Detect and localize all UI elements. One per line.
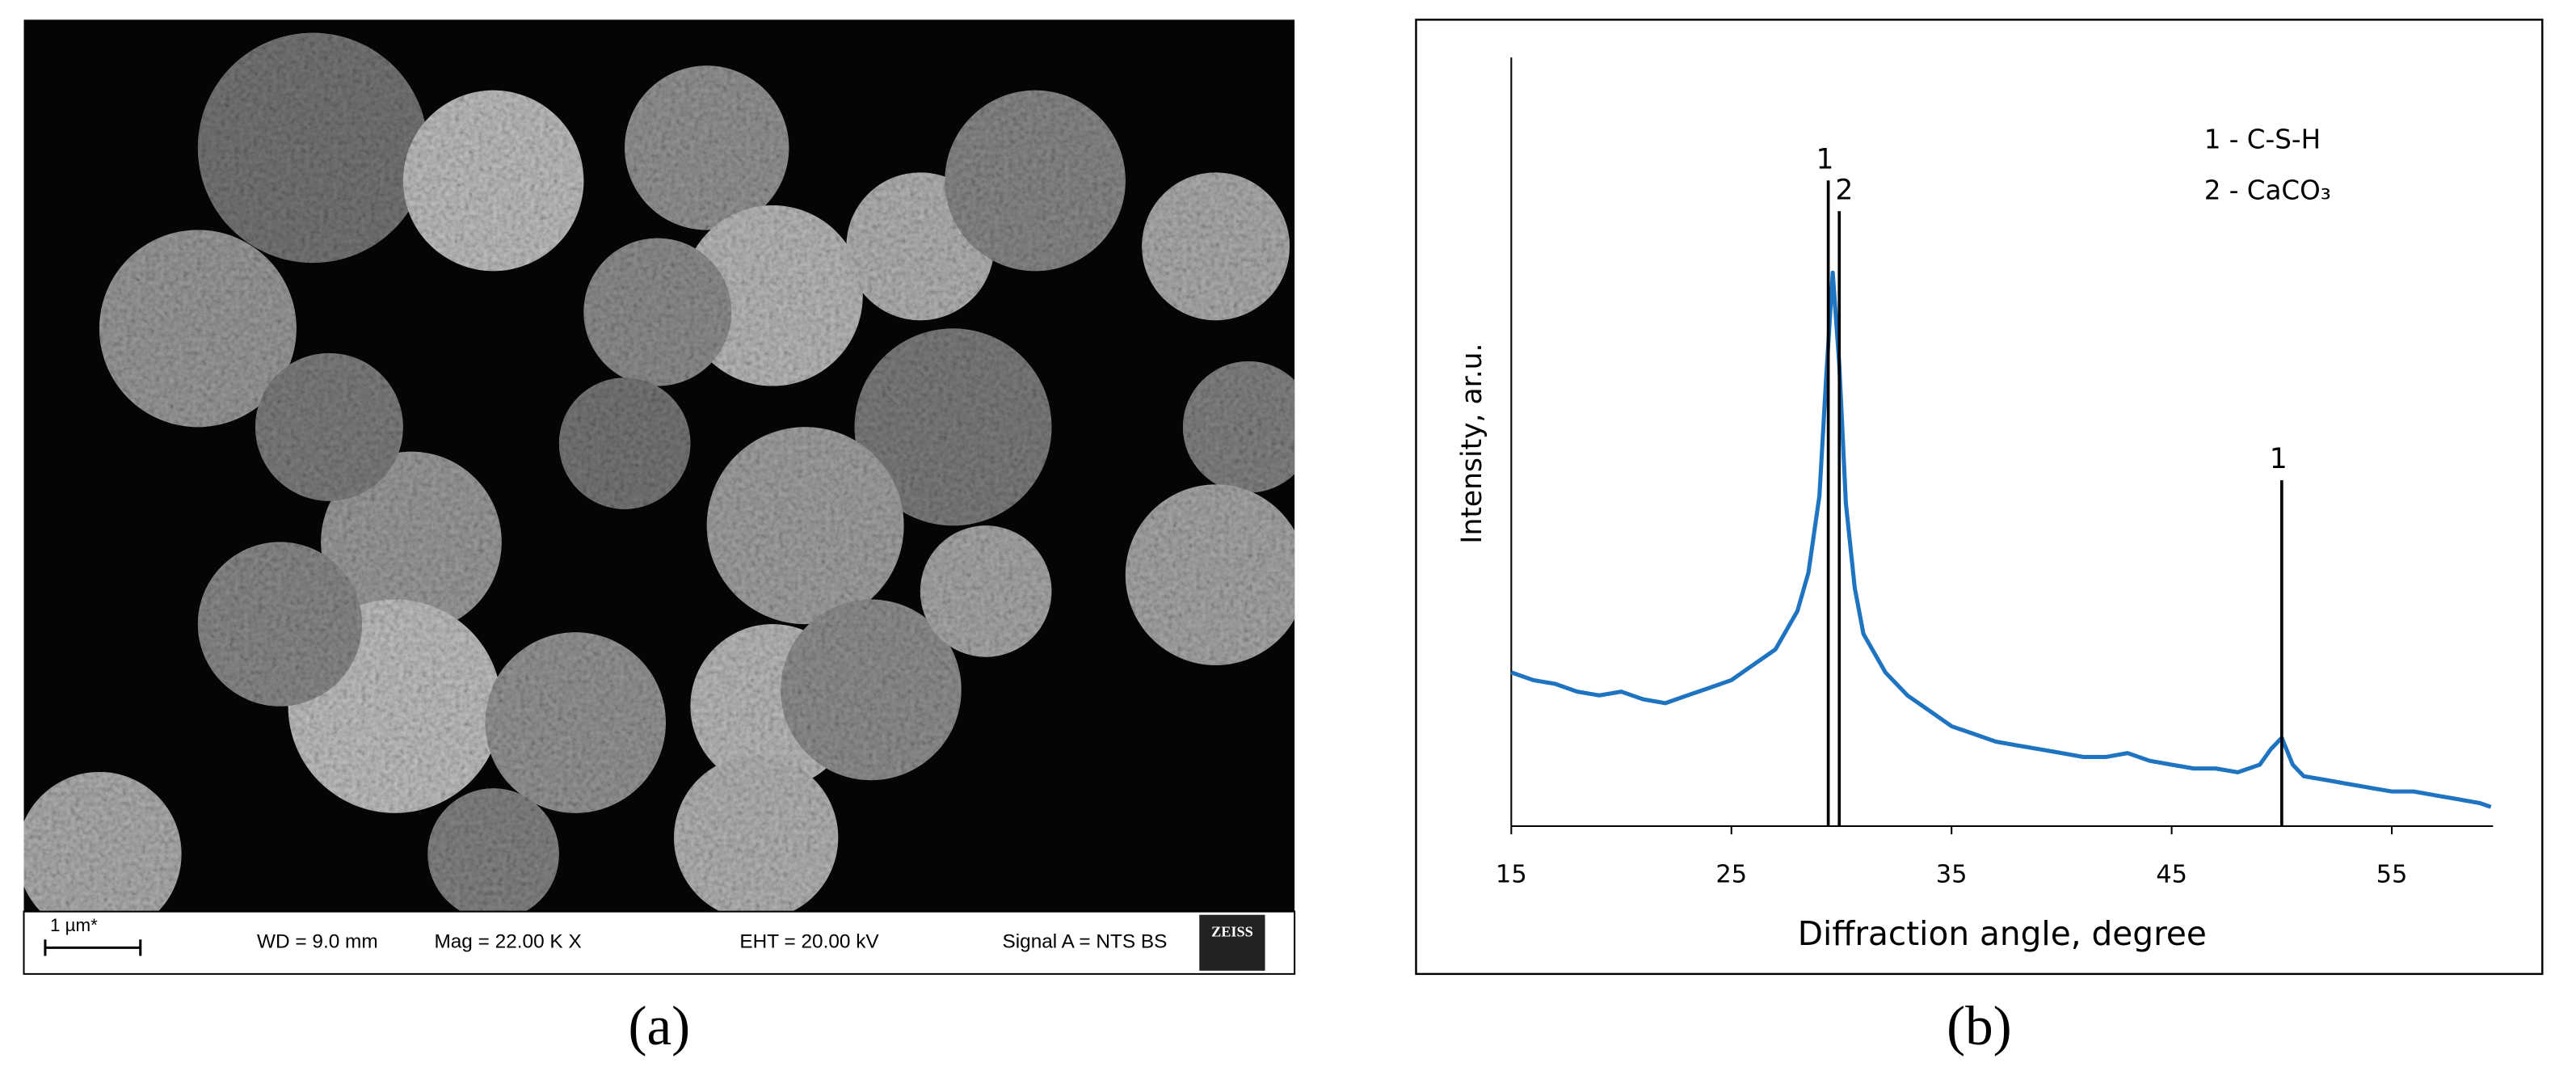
peak-label: 1 (1816, 143, 1834, 175)
sem-particle (402, 90, 584, 272)
x-axis-title: Diffraction angle, degree (1798, 914, 2207, 953)
sem-particle (781, 599, 962, 781)
peak-label: 1 (2270, 443, 2288, 475)
eht-label: EHT = 20.00 kV (739, 931, 879, 953)
sem-particle (1142, 172, 1290, 321)
mag-label: Mag = 22.00 K X (434, 931, 581, 953)
caption: (a) (628, 994, 690, 1057)
sem-particle (674, 755, 839, 912)
sem-particle (1125, 484, 1295, 665)
sem-particle (854, 328, 1052, 526)
sem-info-bar (23, 910, 1296, 975)
logo: ZEISS (1211, 923, 1253, 939)
chart-frame (1415, 19, 2544, 976)
x-tick-label: 15 (1496, 860, 1527, 888)
y-axis-title: Intensity, ar.u. (1456, 343, 1488, 543)
scale-bar-label: 1 µm* (50, 915, 98, 935)
annotation: 2 - CaCO₃ (2204, 175, 2331, 206)
sem-particle (625, 65, 789, 230)
sem-particle (558, 378, 691, 509)
caption: (b) (1947, 994, 2012, 1057)
sem-particle (706, 427, 904, 625)
sem-particle (583, 238, 732, 386)
x-tick-label: 35 (1936, 860, 1968, 888)
wd-label: WD = 9.0 mm (257, 931, 378, 953)
sem-particle (945, 90, 1126, 272)
annotation: 1 - C-S-H (2204, 124, 2321, 155)
sem-particle (23, 771, 182, 912)
sem-particle (682, 205, 863, 386)
x-tick-label: 25 (1715, 860, 1747, 888)
sem-particle (920, 525, 1052, 657)
sem-particle (427, 788, 559, 912)
sem-particle (321, 451, 502, 633)
x-tick-label: 45 (2156, 860, 2187, 888)
sem-particles (23, 32, 1295, 912)
sem-particle (197, 32, 428, 264)
peak-label: 2 (1835, 174, 1853, 206)
data-line (1510, 270, 2492, 809)
sem-particle (197, 542, 363, 706)
signal-label: Signal A = NTS BS (1002, 931, 1167, 953)
logo-box (1199, 914, 1265, 971)
x-tick-label: 55 (2376, 860, 2408, 888)
sem-particle (1182, 361, 1295, 493)
sem-particle (485, 632, 666, 813)
scale-bar (44, 939, 142, 956)
sem-particle (99, 230, 297, 428)
sem-particle (255, 352, 403, 501)
